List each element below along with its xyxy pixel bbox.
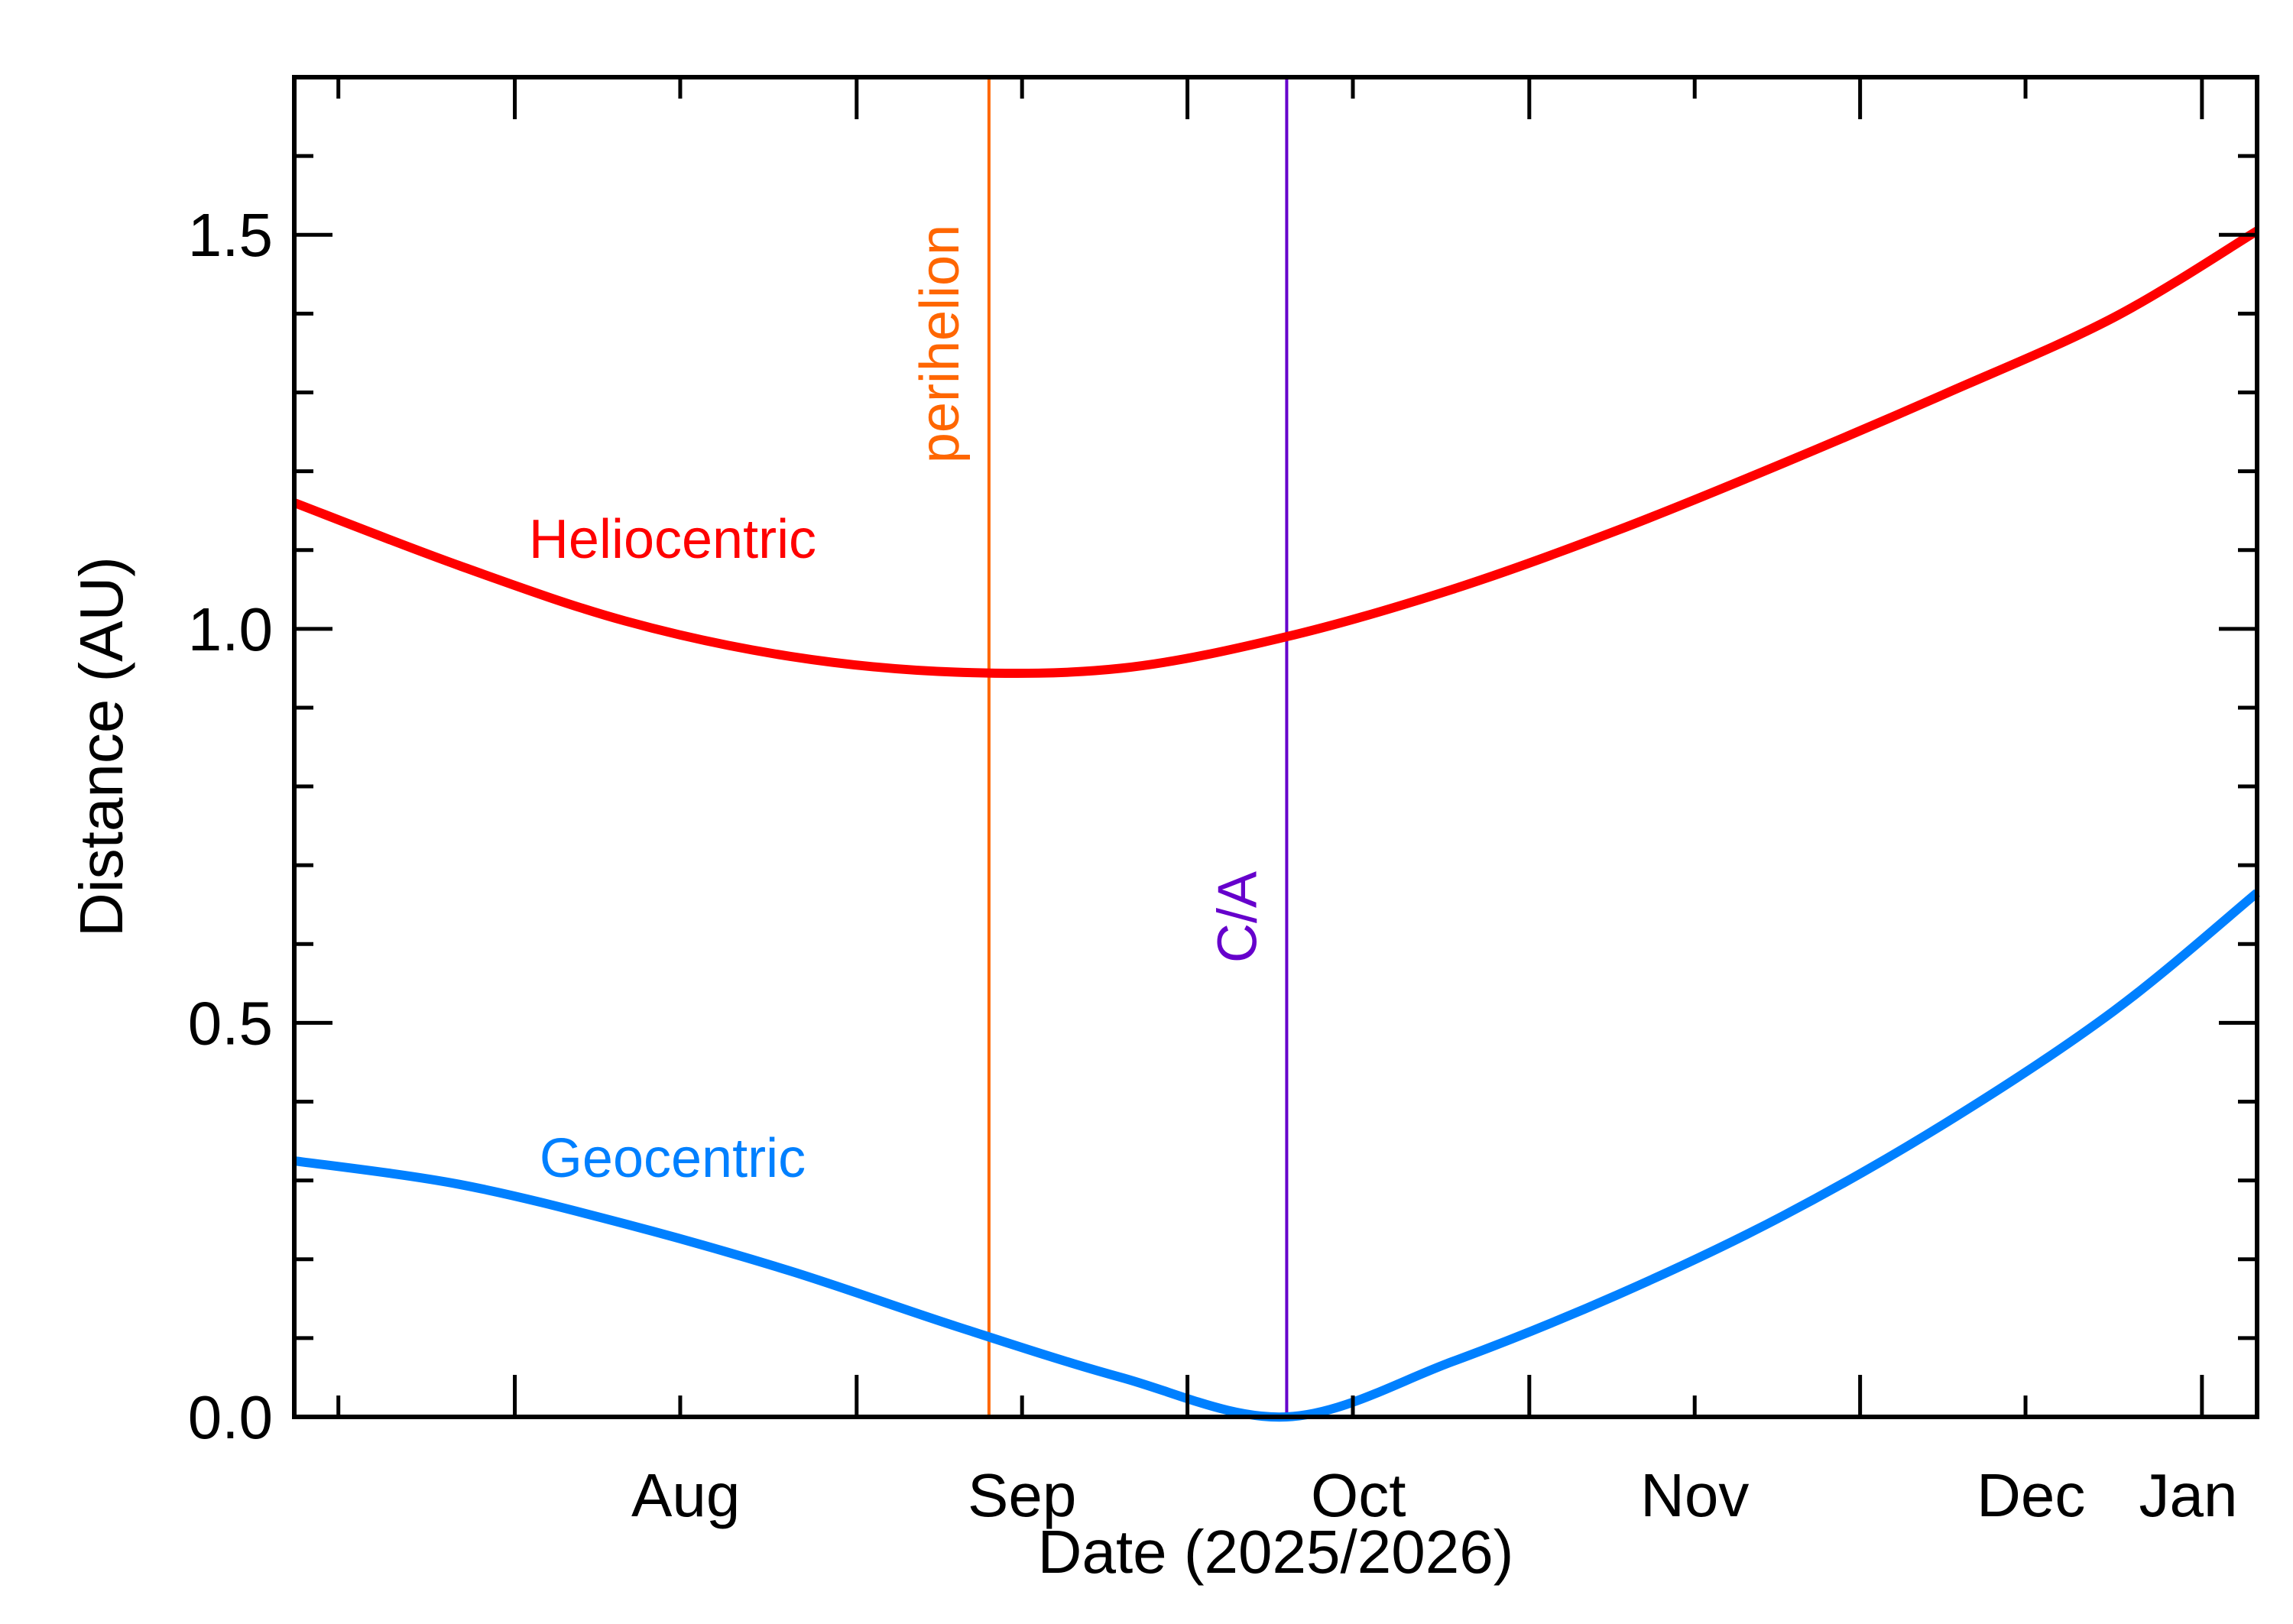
- y-tick-label: 0.0: [188, 1383, 273, 1451]
- x-tick-label: Dec: [1977, 1461, 2085, 1529]
- series-label-geocentric: Geocentric: [540, 1128, 806, 1189]
- x-tick-label: Nov: [1640, 1461, 1749, 1529]
- tick-labels: 0.0 0.5 1.0 1.5 Aug Sep Oct Nov Dec Jan: [188, 201, 2238, 1529]
- x-tick-label: Oct: [1311, 1461, 1406, 1529]
- y-tick-label: 1.0: [188, 595, 273, 663]
- plot-frame: [292, 75, 2259, 1419]
- marker-label-1: C/A: [1207, 871, 1268, 963]
- series-lines: [292, 226, 2260, 1422]
- marker-label-0: perihelion: [910, 225, 971, 463]
- event-markers: [987, 77, 1289, 1417]
- series-line-heliocentric: [292, 226, 2260, 679]
- series-label-heliocentric: Heliocentric: [529, 509, 816, 570]
- y-tick-label: 1.5: [188, 201, 273, 269]
- y-axis-title: Distance (AU): [67, 556, 135, 937]
- x-tick-label: Aug: [631, 1461, 740, 1529]
- x-axis-title: Date (2025/2026): [1038, 1518, 1514, 1586]
- x-tick-label: Jan: [2139, 1461, 2238, 1529]
- annotations: perihelion C/A Heliocentric Geocentric: [529, 225, 1268, 1189]
- x-tick-label: Sep: [968, 1461, 1076, 1529]
- y-tick-label: 0.5: [188, 989, 273, 1057]
